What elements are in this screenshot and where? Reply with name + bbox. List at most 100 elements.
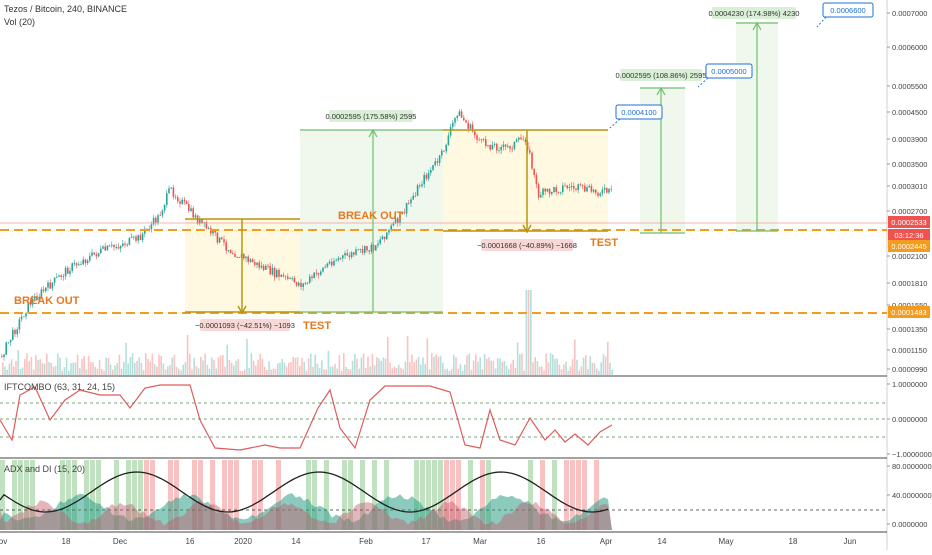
rise-measure-2: 0.0002595 (108.86%) 2595 [616,71,707,80]
candle-body [469,124,472,129]
candle-body [507,146,509,147]
adx-bg-bar [564,460,569,530]
volume-bar [400,367,402,375]
ift-tick-label: 0.0000000 [892,415,927,424]
arrowhead-rise-2 [656,86,666,96]
candle-body [293,278,296,283]
volume-bar [598,370,600,375]
candle-body [575,188,577,190]
volume-bar [411,354,413,375]
adx-bg-bar [594,460,599,530]
candle-body [397,218,399,223]
arrowhead-rise-1 [368,128,378,138]
volume-bar [120,368,123,375]
volume-bar [184,362,187,375]
volume-bar [59,357,61,375]
candle-body [1,356,3,358]
candle-body [45,287,47,292]
volume-bar [87,356,90,375]
candle-body [159,215,161,217]
volume-bar [360,357,363,375]
adx-bg-bar [228,460,233,530]
candle-body [412,195,414,200]
volume-bar [230,362,233,375]
candle-body [5,342,7,355]
volume-bar [202,360,204,375]
price-tick-label: 0.0001150 [892,346,927,355]
price-tick-label: 0.0006000 [892,43,927,52]
candle-body [267,265,269,267]
candle-body [295,282,298,286]
candle-body [493,143,496,145]
target-callout-1-bg [615,104,663,120]
time-tick-label: 14 [292,537,301,546]
rise-measure-3: 0.0004230 (174.98%) 4230 [709,9,800,18]
candle-body [157,215,159,223]
candle-body [271,267,274,275]
breakout-label-1: BREAK OUT [14,295,80,307]
volume-bar [13,366,15,375]
candle-body [566,185,568,188]
volume-bar [189,353,191,375]
candle-body [588,186,590,188]
volume-bar [4,366,6,375]
volume-bar [266,369,268,375]
volume-bar [228,359,231,375]
candle-body [564,185,566,187]
volume-bar [160,356,162,375]
volume-bar [237,359,239,375]
candle-body [584,185,586,192]
candle-body [456,115,458,118]
adx-bg-bar [348,460,353,530]
volume-bar [164,369,167,375]
volume-bar [226,344,228,375]
volume-bar [560,369,563,375]
target-pointer-3 [816,16,827,28]
volume-bar [107,358,110,375]
candle-body [172,187,175,197]
arrowhead-rise-3 [752,21,762,31]
candle-body [548,188,551,194]
volume-bar [576,359,578,375]
volume-bar [193,357,195,375]
candle-body [405,203,408,214]
volume-bar [37,360,39,375]
volume-bar [81,359,83,375]
volume-bar [288,362,290,375]
volume-bar [378,358,380,375]
volume-bar [369,366,371,375]
volume-bar [281,358,283,375]
candle-body [124,243,126,245]
volume-bar [140,363,143,375]
volume-bar [387,336,389,375]
volume-bar [277,363,279,375]
time-tick-label: 16 [186,537,195,546]
volume-bar [57,353,59,375]
candle-body [18,319,21,330]
price-badge: 0.0001483 [891,308,926,317]
candle-body [447,135,450,145]
candle-body [148,229,150,230]
adx-bg-bar [222,460,227,530]
zone-rise-1b [373,130,443,313]
candle-body [331,261,333,266]
volume-bar [138,357,140,375]
candle-body [113,244,115,248]
adx-minus-di-area [0,500,612,530]
volume-bar [222,355,224,375]
volume-bar [547,362,550,375]
time-tick-label: 18 [789,537,798,546]
candle-body [460,111,463,118]
candle-body [278,269,280,277]
candle-body [273,267,276,278]
arrowhead-drop-1 [237,305,247,315]
candle-body [524,139,527,142]
candle-body [368,250,370,252]
volume-bar [283,362,286,375]
volume-bar [39,359,41,375]
adx-bg-bar [150,460,155,530]
candle-body [509,146,511,149]
volume-bar [321,360,323,375]
